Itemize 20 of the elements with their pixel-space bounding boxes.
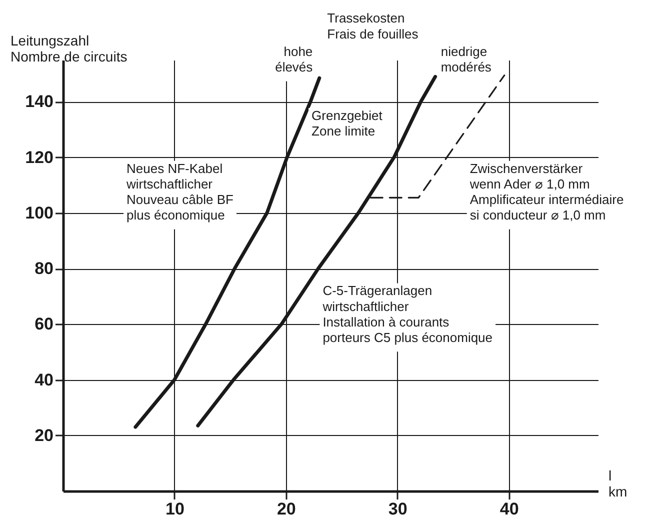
y-tick-label: 100 — [25, 203, 54, 222]
y-tick-label: 120 — [25, 148, 54, 167]
y-tick-label: 20 — [34, 426, 54, 445]
x-tick-label: 20 — [276, 500, 296, 518]
text: Trassekosten Frais de fouilles — [327, 10, 419, 42]
annotation: Zwischenverstärker wenn Ader ⌀ 1,0 mm Amplificateur intermédiaire si conducteur ⌀ 1,0 mm — [468, 160, 624, 223]
y-tick-label: 60 — [34, 314, 54, 334]
x-tick-label: 10 — [165, 500, 184, 518]
annotation: Neues NF-Kabel wirtschaftlicher Nouveau câble BF plus économique — [126, 160, 234, 223]
y-tick-label: 40 — [34, 370, 54, 390]
annotation: Grenzgebiet Zone limite — [312, 108, 383, 139]
x-axis-title: l km — [608, 468, 628, 500]
y-axis-title: Leitungszahl Nombre de circuits — [10, 32, 128, 64]
x-tick-label: 40 — [500, 500, 519, 518]
y-tick-label: 80 — [34, 259, 54, 278]
x-tick-label: 30 — [388, 500, 408, 518]
y-tick-label: 140 — [25, 92, 54, 112]
series-label: hohe élevés — [275, 44, 314, 75]
series-label: niedrige modérés — [440, 44, 492, 75]
annotation: C-5-Trägeranlagen wirtschaftlicher Installation à courants porteurs C5 plus économique — [322, 283, 493, 346]
